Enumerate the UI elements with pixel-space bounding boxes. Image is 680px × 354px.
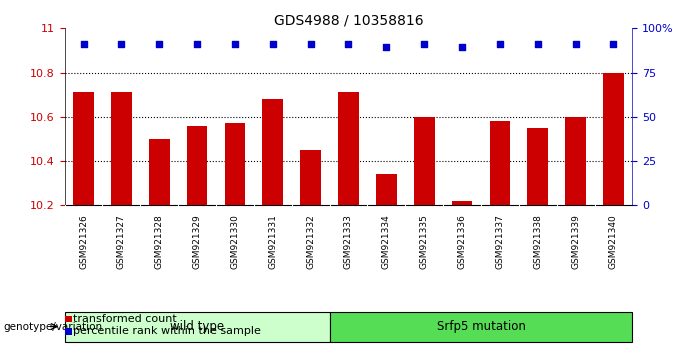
- Bar: [603, 73, 624, 205]
- Point: [116, 41, 126, 47]
- Text: GSM921335: GSM921335: [420, 214, 428, 269]
- Point: [494, 41, 505, 47]
- Point: [267, 41, 278, 47]
- Bar: [338, 92, 359, 205]
- Point: [229, 41, 241, 47]
- Bar: [528, 128, 548, 205]
- Point: [192, 41, 203, 47]
- Point: [608, 41, 619, 47]
- Text: GSM921329: GSM921329: [192, 214, 201, 269]
- Bar: [330, 312, 632, 342]
- Bar: [224, 124, 245, 205]
- Text: GSM921337: GSM921337: [496, 214, 505, 269]
- Point: [343, 41, 354, 47]
- Bar: [187, 126, 207, 205]
- Text: GSM921328: GSM921328: [155, 214, 164, 269]
- Text: GSM921338: GSM921338: [533, 214, 542, 269]
- Point: [78, 41, 89, 47]
- Text: GSM921331: GSM921331: [269, 214, 277, 269]
- Text: GSM921330: GSM921330: [231, 214, 239, 269]
- Text: GSM921336: GSM921336: [458, 214, 466, 269]
- Text: GSM921333: GSM921333: [344, 214, 353, 269]
- Title: GDS4988 / 10358816: GDS4988 / 10358816: [273, 13, 424, 27]
- Bar: [301, 150, 321, 205]
- Point: [532, 41, 543, 47]
- Bar: [414, 117, 435, 205]
- Bar: [65, 312, 330, 342]
- Text: percentile rank within the sample: percentile rank within the sample: [73, 326, 261, 336]
- Point: [419, 41, 430, 47]
- Point: [305, 41, 316, 47]
- Text: GSM921334: GSM921334: [382, 214, 391, 269]
- Text: transformed count: transformed count: [73, 314, 177, 324]
- Point: [154, 41, 165, 47]
- Bar: [111, 92, 132, 205]
- Text: genotype/variation: genotype/variation: [3, 321, 103, 332]
- Text: GSM921340: GSM921340: [609, 214, 618, 269]
- Text: GSM921339: GSM921339: [571, 214, 580, 269]
- Text: wild type: wild type: [170, 320, 224, 333]
- Text: GSM921332: GSM921332: [306, 214, 315, 269]
- Bar: [565, 117, 586, 205]
- Bar: [73, 92, 94, 205]
- Text: GSM921327: GSM921327: [117, 214, 126, 269]
- Bar: [490, 121, 510, 205]
- Point: [456, 44, 467, 50]
- Point: [381, 44, 392, 50]
- Bar: [262, 99, 283, 205]
- Text: Srfp5 mutation: Srfp5 mutation: [437, 320, 526, 333]
- Bar: [149, 139, 169, 205]
- Bar: [376, 175, 396, 205]
- Point: [570, 41, 581, 47]
- Text: GSM921326: GSM921326: [79, 214, 88, 269]
- Bar: [452, 201, 473, 205]
